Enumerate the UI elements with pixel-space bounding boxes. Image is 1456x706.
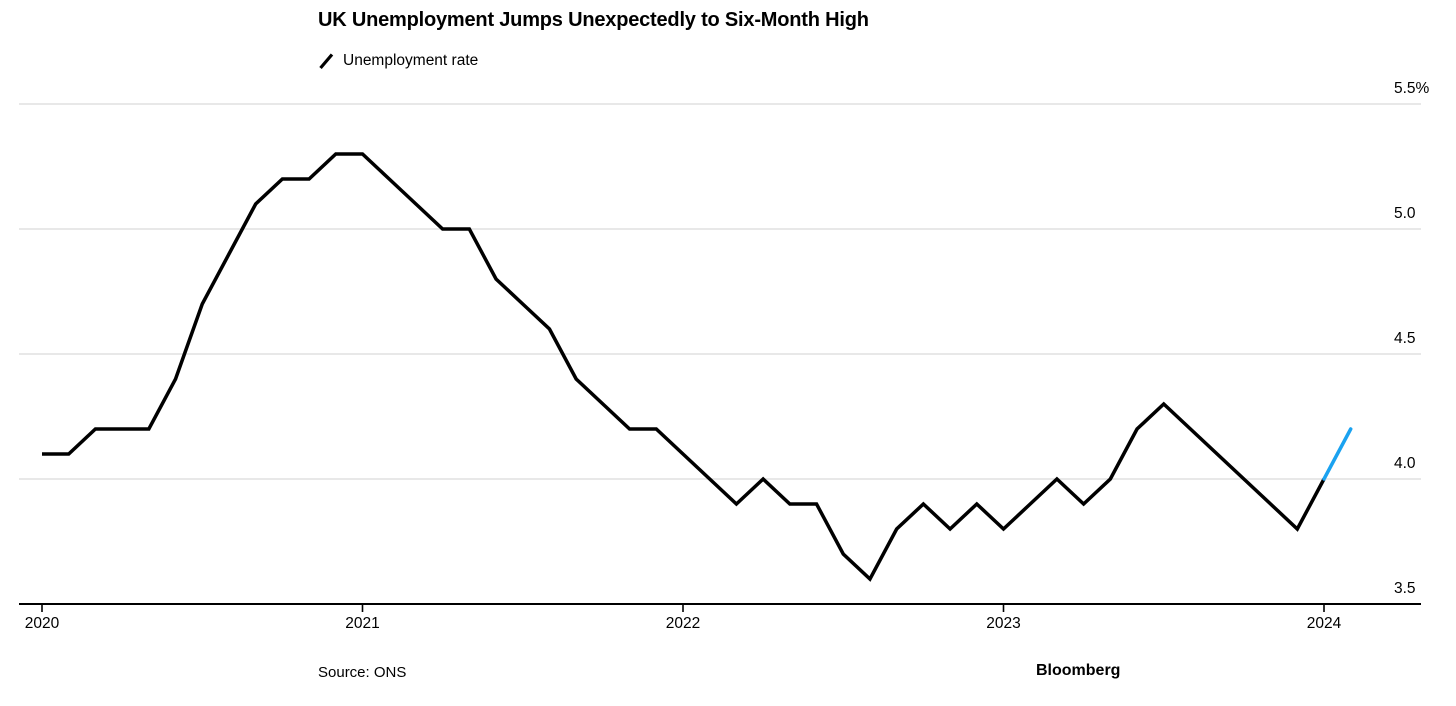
- y-axis-label: 4.0: [1394, 455, 1416, 472]
- latest-jump-highlight-line: [1322, 427, 1353, 481]
- line-chart-plot: [19, 103, 1421, 612]
- line-series-slash-icon: [319, 52, 334, 69]
- source-note: Source: ONS: [318, 664, 407, 681]
- x-axis-label: 2020: [24, 615, 60, 632]
- y-axis-label: 4.5: [1394, 330, 1416, 347]
- y-axis-label: 5.5%: [1394, 80, 1430, 97]
- y-axis-label: 3.5: [1394, 580, 1416, 597]
- x-axis-label: 2021: [345, 615, 380, 632]
- chart-title: UK Unemployment Jumps Unexpectedly to Si…: [318, 9, 869, 31]
- legend: Unemployment rate: [318, 52, 478, 70]
- bloomberg-logo: Bloomberg: [1036, 662, 1121, 679]
- legend-label: Unemployment rate: [343, 52, 479, 69]
- x-axis-label: 2024: [1306, 615, 1342, 632]
- x-axis-label: 2022: [665, 615, 701, 632]
- y-axis-label: 5.0: [1394, 205, 1416, 222]
- x-axis-label: 2023: [986, 615, 1021, 632]
- unemployment-rate-line: [42, 152, 1326, 582]
